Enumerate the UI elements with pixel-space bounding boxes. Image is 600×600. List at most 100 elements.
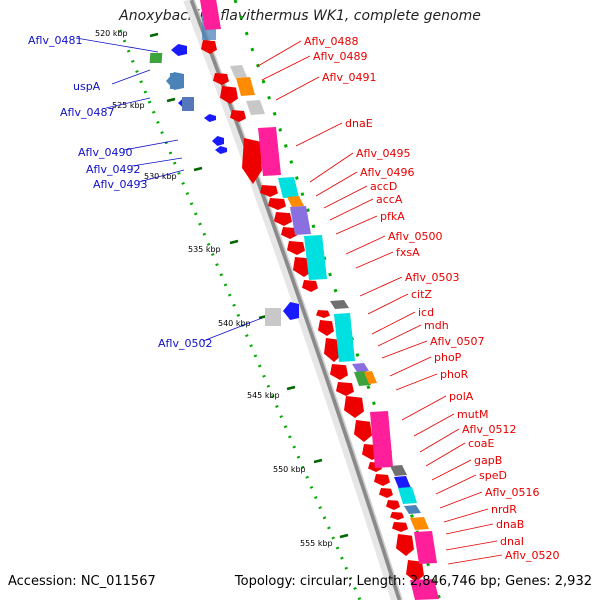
forward-label-leader [435,474,477,495]
genome-backbone [189,0,403,600]
cog-block [278,177,299,198]
reverse-cog-block [265,308,281,326]
kbp-tick-mark [313,458,323,464]
reverse-gene-label: uspA [73,80,101,93]
forward-gene-label: Aflv_0507 [430,335,484,348]
forward-gene-arrow [213,73,229,85]
forward-gene-arrow [230,110,246,122]
forward-label-leader [425,442,466,467]
forward-label-leader [275,76,320,101]
kbp-label: 555 kbp [300,539,333,548]
cog-block [236,77,255,96]
forward-label-leader [447,554,503,565]
forward-gene-label: Aflv_0496 [360,166,414,179]
reverse-label-leader [138,169,185,183]
forward-gene-arrow [316,310,330,318]
forward-gene-label: Aflv_0489 [313,50,367,63]
cog-block [364,371,377,384]
forward-label-leader [419,428,460,453]
forward-gene-arrow [336,382,354,396]
forward-gene-labels: Aflv_0488 Aflv_0489 Aflv_0491 dnaE Aflv_0495… [304,35,559,562]
forward-gene-arrow [302,280,318,292]
reverse-gene-label: Aflv_0492 [86,163,140,176]
forward-gene-arrow [390,512,404,520]
reverse-label-leader [75,37,159,53]
forward-label-leader [445,540,498,551]
forward-label-leader [295,122,343,147]
forward-label-leader [335,215,378,235]
cog-block [200,0,221,30]
cog-block [370,411,393,468]
forward-gene-label: Aflv_0500 [388,230,442,243]
forward-label-leader [355,251,394,269]
forward-label-leader [431,459,472,481]
cog-block [304,235,327,280]
forward-gene-arrow [330,364,348,380]
forward-gene-arrow [396,534,414,556]
cog-block [330,300,349,309]
reverse-gene-arrow [283,302,299,320]
cog-block [398,487,417,504]
gc-ring [233,0,442,600]
backbone-shadow [183,0,399,600]
forward-label-leader [381,340,428,359]
reverse-label-leader [105,97,151,109]
forward-gene-label: phoP [434,351,462,364]
reverse-gene-arrow [215,146,227,154]
forward-gene-arrow [268,198,286,210]
forward-label-leader [395,373,438,391]
forward-gene-label: speD [479,469,507,482]
kbp-tick-mark [286,385,296,391]
forward-gene-label: Aflv_0503 [405,271,459,284]
kbp-tick-mark [149,32,159,38]
forward-gene-label: fxsA [396,246,420,259]
forward-gene-label: citZ [411,288,432,301]
forward-gene-arrow [260,185,278,197]
forward-gene-arrow [274,212,292,226]
kbp-label: 545 kbp [247,391,280,400]
forward-gene-label: Aflv_0495 [356,147,410,160]
forward-gene-label: mdh [424,319,449,332]
forward-label-leader [439,491,483,509]
forward-gene-arrow [287,241,305,255]
kbp-label: 525 kbp [112,101,145,110]
cog-block [390,465,407,476]
reverse-label-leader [123,139,179,151]
cog-block [352,363,369,372]
forward-gene-label: mutM [457,408,489,421]
kbp-label: 550 kbp [273,465,306,474]
reverse-gene-label: Aflv_0481 [28,34,82,47]
forward-gene-label: pfkA [380,210,405,223]
forward-label-leader [371,311,416,335]
reverse-gene-arrow [171,44,187,56]
kbp-tick-mark [193,166,203,172]
forward-gene-arrow [318,320,334,336]
cog-block [290,206,311,235]
forward-gene-label: gapB [474,454,502,467]
forward-strand-genes [201,40,424,582]
reverse-cog-block [149,53,163,63]
reverse-cog-block [182,97,194,111]
reverse-gene-label: Aflv_0493 [93,178,147,191]
forward-gene-arrow [374,474,390,486]
forward-gene-label: dnaB [496,518,524,531]
forward-gene-label: Aflv_0488 [304,35,358,48]
kbp-label: 535 kbp [188,245,221,254]
forward-label-leader [443,508,489,523]
forward-gene-label: coaE [468,437,495,450]
forward-label-leader [445,523,494,535]
forward-gene-arrow [201,40,217,54]
reverse-gene-label: Aflv_0502 [158,337,212,350]
cog-block [404,505,421,514]
cog-block [334,313,355,362]
backbone-highlight [193,0,403,600]
cog-block [414,531,437,564]
forward-label-leader [257,40,302,67]
forward-gene-label: Aflv_0516 [485,486,539,499]
cog-block [258,127,281,176]
forward-gene-arrow [281,227,297,239]
forward-gene-label: accD [370,180,397,193]
forward-gene-label: Aflv_0520 [505,549,559,562]
